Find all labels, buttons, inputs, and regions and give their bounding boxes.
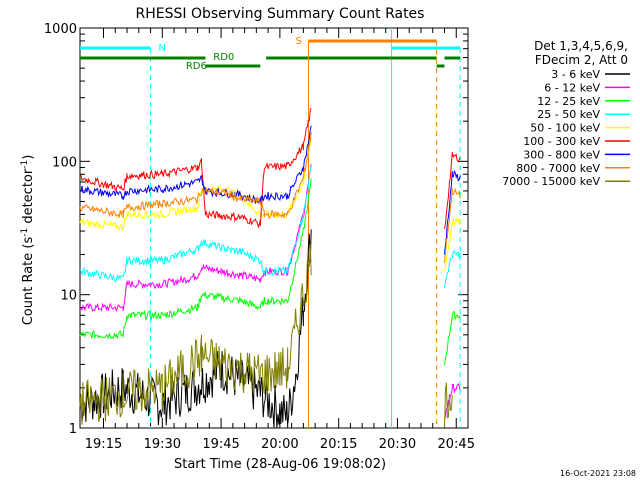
series-line-pre-8 — [79, 243, 312, 425]
rd0-label: RD0 — [213, 52, 234, 63]
legend-label-5: 100 - 300 keV — [523, 135, 600, 148]
legend-label-0: 3 - 6 keV — [551, 68, 600, 81]
series-line-pre-7 — [79, 131, 312, 220]
series-line-post-6 — [444, 169, 461, 255]
x-tick-label: 20:00 — [261, 437, 298, 452]
y-tick-label: 100 — [52, 155, 77, 170]
x-tick-label: 20:30 — [379, 437, 416, 452]
legend-label-4: 50 - 100 keV — [530, 122, 600, 135]
series-line-pre-1 — [79, 164, 312, 313]
x-tick-label: 19:15 — [85, 437, 122, 452]
x-tick-label: 19:30 — [144, 437, 181, 452]
y-axis-label: Count Rate (s-1 detector-1) — [20, 155, 36, 326]
y-label-sup-2: -1 — [20, 160, 30, 169]
n-label: N — [158, 43, 165, 54]
legend-header-line-2: FDecim 2, Att 0 — [535, 53, 628, 67]
series-line-post-5 — [444, 151, 461, 229]
footer-date: 16-Oct-2021 23:08 — [560, 469, 636, 478]
axes-ticks: 1 10 100 1000 19:15 19:30 19:45 20:00 20:15 20:30… — [44, 22, 475, 452]
series-line-post-2 — [444, 310, 461, 366]
series-line-pre-3 — [79, 165, 312, 283]
s-label: S — [296, 36, 302, 47]
y-label-part-main: Count Rate (s — [21, 237, 36, 326]
annotation-bars: N RD0 RD6 S — [80, 28, 461, 428]
series-line-pre-2 — [79, 178, 312, 340]
legend-label-3: 25 - 50 keV — [537, 108, 600, 121]
rd6-label: RD6 — [186, 61, 207, 72]
y-label-part-mid: detector — [21, 168, 36, 228]
series-line-post-4 — [444, 216, 461, 272]
x-tick-label: 20:15 — [320, 437, 357, 452]
series-line-pre-4 — [79, 137, 312, 232]
y-tick-label: 10 — [60, 289, 77, 304]
chart-title: RHESSI Observing Summary Count Rates — [136, 6, 425, 22]
x-tick-label: 20:45 — [438, 437, 475, 452]
x-axis-label: Start Time (28-Aug-06 19:08:02) — [174, 457, 386, 472]
y-axis-label-text: Count Rate (s-1 detector-1) — [20, 155, 36, 326]
legend-label-7: 800 - 7000 keV — [516, 162, 600, 175]
x-tick-label: 19:45 — [202, 437, 239, 452]
series-line-pre-5 — [79, 107, 312, 229]
y-tick-label: 1 — [69, 422, 77, 437]
legend-label-1: 6 - 12 keV — [544, 81, 600, 94]
series-line-post-7 — [444, 187, 461, 264]
legend-label-6: 300 - 800 keV — [523, 148, 600, 161]
legend-label-8: 7000 - 15000 keV — [502, 175, 600, 188]
series-line-pre-6 — [79, 125, 312, 205]
series-line-post-8 — [444, 382, 453, 428]
y-label-sup-1: -1 — [20, 228, 30, 237]
legend-header-line-1: Det 1,3,4,5,6,9, — [534, 39, 628, 53]
series-lines — [79, 107, 461, 429]
y-tick-label: 1000 — [44, 22, 77, 37]
legend-label-2: 12 - 25 keV — [537, 95, 600, 108]
y-label-part-end: ) — [21, 155, 36, 160]
series-line-post-3 — [444, 249, 461, 289]
